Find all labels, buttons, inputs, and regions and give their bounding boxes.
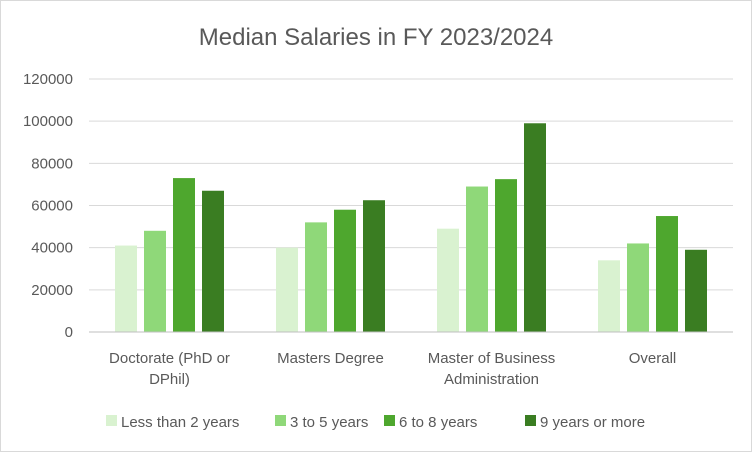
y-tick-label: 20000 [31, 282, 73, 299]
legend-swatch [275, 415, 286, 426]
bar [437, 228, 459, 332]
x-category-label: DPhil) [149, 371, 190, 388]
legend-label: 6 to 8 years [399, 414, 477, 431]
bar [202, 190, 224, 332]
x-category-label: Overall [629, 350, 677, 367]
category-labels: Doctorate (PhD or DPhil) Masters Degree Mas… [109, 350, 676, 388]
legend-swatch [384, 415, 395, 426]
bar [305, 222, 327, 332]
bar [363, 200, 385, 332]
y-tick-label: 0 [65, 324, 73, 341]
bar [115, 245, 137, 332]
x-category-label: Doctorate (PhD or [109, 350, 230, 367]
bar [656, 216, 678, 332]
legend-swatch [525, 415, 536, 426]
bar [627, 243, 649, 332]
y-tick-label: 100000 [23, 113, 73, 130]
y-tick-label: 40000 [31, 240, 73, 257]
gridlines [89, 78, 733, 291]
y-axis-ticks: 0 20000 40000 60000 80000 100000 120000 [23, 71, 73, 341]
legend-swatch [106, 415, 117, 426]
x-category-label: Master of Business [428, 350, 556, 367]
bar [524, 123, 546, 333]
legend-label: Less than 2 years [121, 414, 239, 431]
bar [173, 178, 195, 332]
bar [334, 209, 356, 332]
legend-label: 3 to 5 years [290, 414, 368, 431]
bar [276, 247, 298, 332]
bar [598, 260, 620, 332]
bars [115, 123, 707, 333]
chart-title: Median Salaries in FY 2023/2024 [199, 24, 553, 51]
legend-label: 9 years or more [540, 414, 645, 431]
y-tick-label: 120000 [23, 71, 73, 88]
legend: Less than 2 years 3 to 5 years 6 to 8 year… [106, 414, 645, 431]
bar [495, 179, 517, 332]
x-category-label: Masters Degree [277, 350, 384, 367]
bar [685, 249, 707, 332]
y-tick-label: 80000 [31, 155, 73, 172]
y-tick-label: 60000 [31, 198, 73, 215]
x-category-label: Administration [444, 371, 539, 388]
bar [466, 186, 488, 332]
bar [144, 230, 166, 332]
